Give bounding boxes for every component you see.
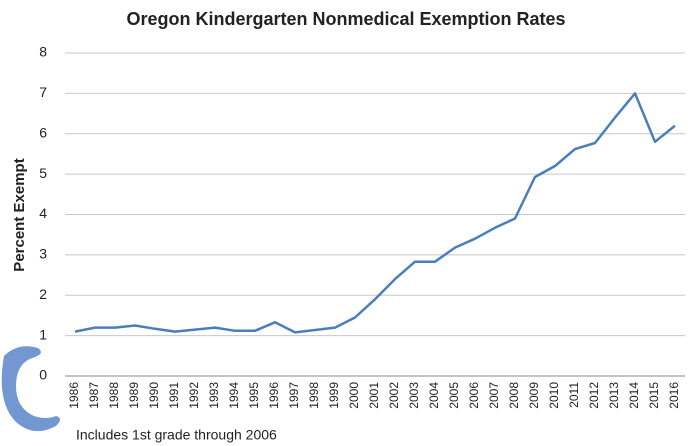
x-tick-label: 1997 (287, 382, 301, 409)
y-tick-label: 0 (39, 367, 47, 383)
x-tick-label: 1993 (207, 382, 221, 409)
x-tick-label: 2003 (407, 382, 421, 409)
x-tick-label: 2004 (427, 382, 441, 409)
x-tick-label: 2016 (667, 382, 681, 409)
background (0, 0, 697, 446)
y-tick-label: 5 (39, 165, 47, 181)
x-tick-label: 1990 (147, 382, 161, 409)
x-tick-label: 2006 (467, 382, 481, 409)
y-tick-label: 4 (39, 205, 47, 221)
x-tick-label: 2011 (567, 382, 581, 408)
y-tick-label: 7 (39, 84, 47, 100)
x-tick-label: 2010 (547, 382, 561, 409)
x-tick-label: 1995 (247, 382, 261, 409)
x-tick-label: 2014 (627, 382, 641, 409)
y-tick-label: 6 (39, 124, 47, 140)
x-tick-label: 2007 (487, 382, 501, 409)
x-tick-label: 1991 (167, 382, 181, 409)
y-tick-label: 1 (39, 326, 47, 342)
x-tick-label: 2013 (607, 382, 621, 409)
y-tick-label: 3 (39, 246, 47, 262)
x-tick-label: 2002 (387, 382, 401, 409)
x-tick-label: 1996 (267, 382, 281, 409)
y-tick-label: 8 (39, 44, 47, 60)
x-tick-label: 1999 (327, 382, 341, 409)
y-tick-label: 2 (39, 286, 47, 302)
x-tick-label: 1998 (307, 382, 321, 409)
x-tick-label: 1987 (87, 382, 101, 409)
x-tick-label: 2009 (527, 382, 541, 409)
x-tick-label: 1989 (127, 382, 141, 409)
x-tick-label: 2005 (447, 382, 461, 409)
x-tick-label: 1992 (187, 382, 201, 409)
chart-title: Oregon Kindergarten Nonmedical Exemption… (126, 9, 565, 29)
x-tick-label: 2001 (367, 382, 381, 409)
x-tick-label: 1994 (227, 382, 241, 409)
x-tick-label: 2012 (587, 382, 601, 409)
x-tick-label: 2008 (507, 382, 521, 409)
x-tick-label: 1986 (67, 382, 81, 409)
x-tick-label: 2000 (347, 382, 361, 409)
x-tick-label: 2015 (647, 382, 661, 409)
chart: Oregon Kindergarten Nonmedical Exemption… (0, 0, 697, 446)
annotation: Includes 1st grade through 2006 (76, 427, 277, 443)
x-tick-label: 1988 (107, 382, 121, 409)
y-axis-label: Percent Exempt (11, 158, 28, 271)
